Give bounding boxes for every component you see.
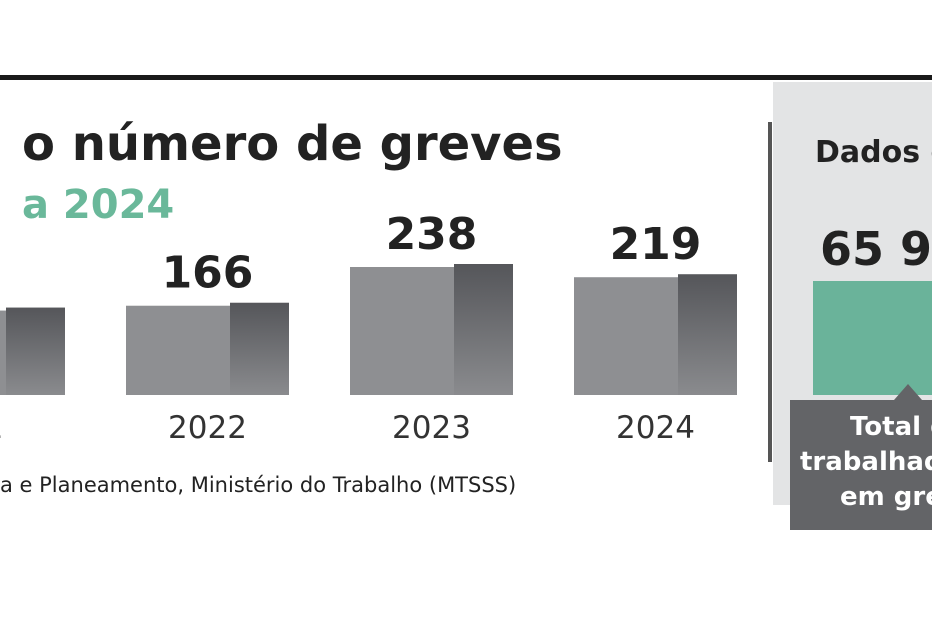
value-label: 166 — [162, 248, 254, 299]
bar — [574, 274, 737, 395]
bar-side — [6, 307, 65, 395]
bar-face — [350, 267, 454, 395]
x-tick-label: 21 — [0, 410, 3, 446]
x-tick-label: 2022 — [168, 410, 247, 446]
bar — [350, 264, 513, 395]
bar-face — [574, 277, 678, 395]
x-tick-label: 2024 — [616, 410, 695, 446]
callout-line: Total d — [850, 412, 932, 442]
callout-line: trabalhad — [800, 447, 932, 477]
bar-side — [454, 264, 513, 395]
chart-title: o número de greves — [22, 116, 563, 172]
panel-title: Dados c — [815, 135, 932, 170]
callout-line: em gre — [840, 482, 932, 512]
value-label: 219 — [610, 219, 702, 270]
x-tick-label: 2023 — [392, 410, 471, 446]
top-rule — [0, 75, 932, 80]
bar-side — [230, 302, 289, 395]
bar — [0, 307, 65, 395]
bar-face — [0, 310, 6, 395]
source: a e Planeamento, Ministério do Trabalho … — [0, 473, 516, 497]
panel-bar — [813, 281, 932, 395]
value-label: 238 — [386, 209, 478, 260]
bar — [126, 302, 289, 395]
panel-value: 65 97 — [820, 222, 932, 276]
divider — [768, 122, 772, 462]
bar-side — [678, 274, 737, 395]
bar-face — [126, 305, 230, 395]
chart-subtitle: a 2024 — [22, 182, 174, 228]
callout — [790, 384, 932, 530]
